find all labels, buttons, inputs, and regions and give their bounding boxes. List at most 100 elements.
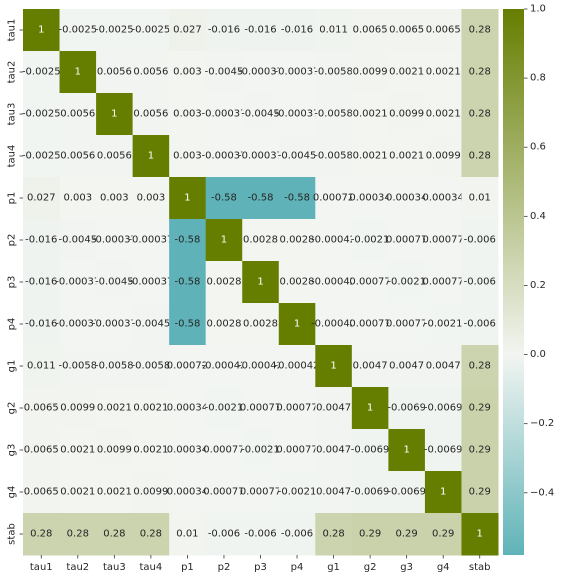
cell-value-label: 1 (477, 529, 483, 540)
heatmap-cell (351, 513, 389, 556)
heatmap-cell (96, 93, 134, 136)
heatmap-cell (242, 51, 280, 94)
heatmap-cell (278, 261, 316, 304)
cell-value-label: 0.011 (27, 361, 56, 372)
cell-value-label: 0.0065 (24, 403, 59, 414)
cell-value-label: -0.0021 (351, 235, 390, 246)
cell-value-label: 0.0065 (426, 25, 461, 36)
heatmap-cell (388, 93, 426, 136)
cell-value-label: 1 (403, 445, 409, 456)
heatmap-cell (169, 51, 207, 94)
cell-value-label: -0.016 (25, 319, 57, 330)
heatmap-cell (59, 9, 97, 52)
cell-value-label: 0.0021 (389, 67, 424, 78)
heatmap-cell (461, 345, 499, 388)
heatmap-cell (424, 513, 462, 556)
heatmap-cell (461, 513, 499, 556)
heatmap-cell (461, 93, 499, 136)
heatmap-cell (388, 303, 426, 346)
cell-value-label: -0.006 (464, 319, 496, 330)
cell-value-label: -0.0045 (95, 277, 134, 288)
cell-value-label: 0.0065 (389, 25, 424, 36)
cell-value-label: -0.0021 (278, 487, 317, 498)
heatmap-cell (461, 303, 499, 346)
y-tick-label: tau2 (7, 61, 18, 84)
heatmap-cell (205, 303, 243, 346)
heatmap-cell (169, 177, 207, 220)
y-tick-labels: tau1 tau2 tau3 tau4 p1 p2 p3 p4 g1 g2 g3 g4 stab (7, 19, 23, 545)
cell-value-label: 1 (257, 277, 263, 288)
heatmap-cell (23, 429, 61, 472)
cell-value-label: -0.0021 (241, 445, 280, 456)
cell-value-label: -0.00037 (201, 109, 246, 120)
heatmap-cell (96, 345, 134, 388)
y-tick-label: p2 (7, 234, 18, 247)
cell-value-label: -0.006 (464, 235, 496, 246)
heatmap-cell (205, 93, 243, 136)
cell-value-label: 0.0047 (316, 403, 351, 414)
cell-value-label: -0.016 (281, 25, 313, 36)
cell-value-label: 0.0099 (389, 109, 424, 120)
heatmap-cell (169, 387, 207, 430)
cell-value-label: 0.0099 (426, 151, 461, 162)
heatmap-cell (461, 177, 499, 220)
heatmap-cell (23, 219, 61, 262)
cell-value-label: -0.0069 (424, 445, 463, 456)
cell-value-label: -0.00037 (55, 277, 100, 288)
cell-value-label: 0.0028 (243, 235, 278, 246)
y-tick-label: tau3 (7, 103, 18, 126)
cell-value-label: 0.00072 (313, 193, 354, 204)
cell-value-label: 0.28 (469, 67, 491, 78)
cell-value-label: 1 (38, 25, 44, 36)
x-tick-label: p1 (181, 562, 194, 573)
heatmap-cell (388, 471, 426, 514)
heatmap-cell (59, 219, 97, 262)
cell-value-label: -0.0045 (278, 151, 317, 162)
x-tick-label: g3 (400, 562, 413, 573)
cell-value-label: 0.0021 (133, 445, 168, 456)
x-tick-label: tau3 (103, 562, 126, 573)
cell-value-label: 0.0047 (426, 361, 461, 372)
heatmap-cell (23, 135, 61, 178)
heatmap-cell (315, 429, 353, 472)
y-tick-label: p4 (7, 318, 18, 331)
heatmap-cell (169, 513, 207, 556)
cell-value-label: -0.0025 (22, 67, 61, 78)
cell-value-label: 0.00077 (276, 403, 317, 414)
heatmap-cell (59, 135, 97, 178)
cell-value-label: -0.58 (174, 277, 200, 288)
cell-value-label: -0.006 (208, 529, 240, 540)
cell-value-label: 0.28 (140, 529, 162, 540)
heatmap-cell (278, 429, 316, 472)
y-tick-label: g4 (7, 486, 18, 499)
heatmap-cell (424, 51, 462, 94)
heatmap-cell (205, 429, 243, 472)
cell-value-label: -0.58 (211, 193, 237, 204)
cell-value-label: 0.29 (469, 403, 491, 414)
cell-value-label: 0.0099 (133, 487, 168, 498)
cell-value-label: 0.0047 (353, 361, 388, 372)
heatmap-cell (59, 429, 97, 472)
heatmap-cell (351, 387, 389, 430)
heatmap-cell (351, 9, 389, 52)
heatmap-cell (315, 135, 353, 178)
cell-value-label: 0.0099 (97, 445, 132, 456)
cell-value-label: -0.00042 (311, 235, 356, 246)
cell-value-label: 0.0021 (60, 487, 95, 498)
cell-value-label: -0.0025 (22, 151, 61, 162)
x-tick-label: tau4 (140, 562, 163, 573)
heatmap-cells: 1 -0.0025-0.0025-0.0025 0.027 -0.016 -0.016-… (22, 9, 499, 556)
heatmap-cell (351, 219, 389, 262)
cell-value-label: -0.0025 (132, 25, 171, 36)
heatmap-cell (351, 135, 389, 178)
heatmap-cell (278, 135, 316, 178)
heatmap-cell (461, 51, 499, 94)
heatmap-cell (388, 261, 426, 304)
heatmap-cell (388, 177, 426, 220)
cell-value-label: -0.00042 (311, 277, 356, 288)
cell-value-label: 1 (330, 361, 336, 372)
cell-value-label: 0.00034 (423, 193, 464, 204)
cell-value-label: -0.58 (248, 193, 274, 204)
